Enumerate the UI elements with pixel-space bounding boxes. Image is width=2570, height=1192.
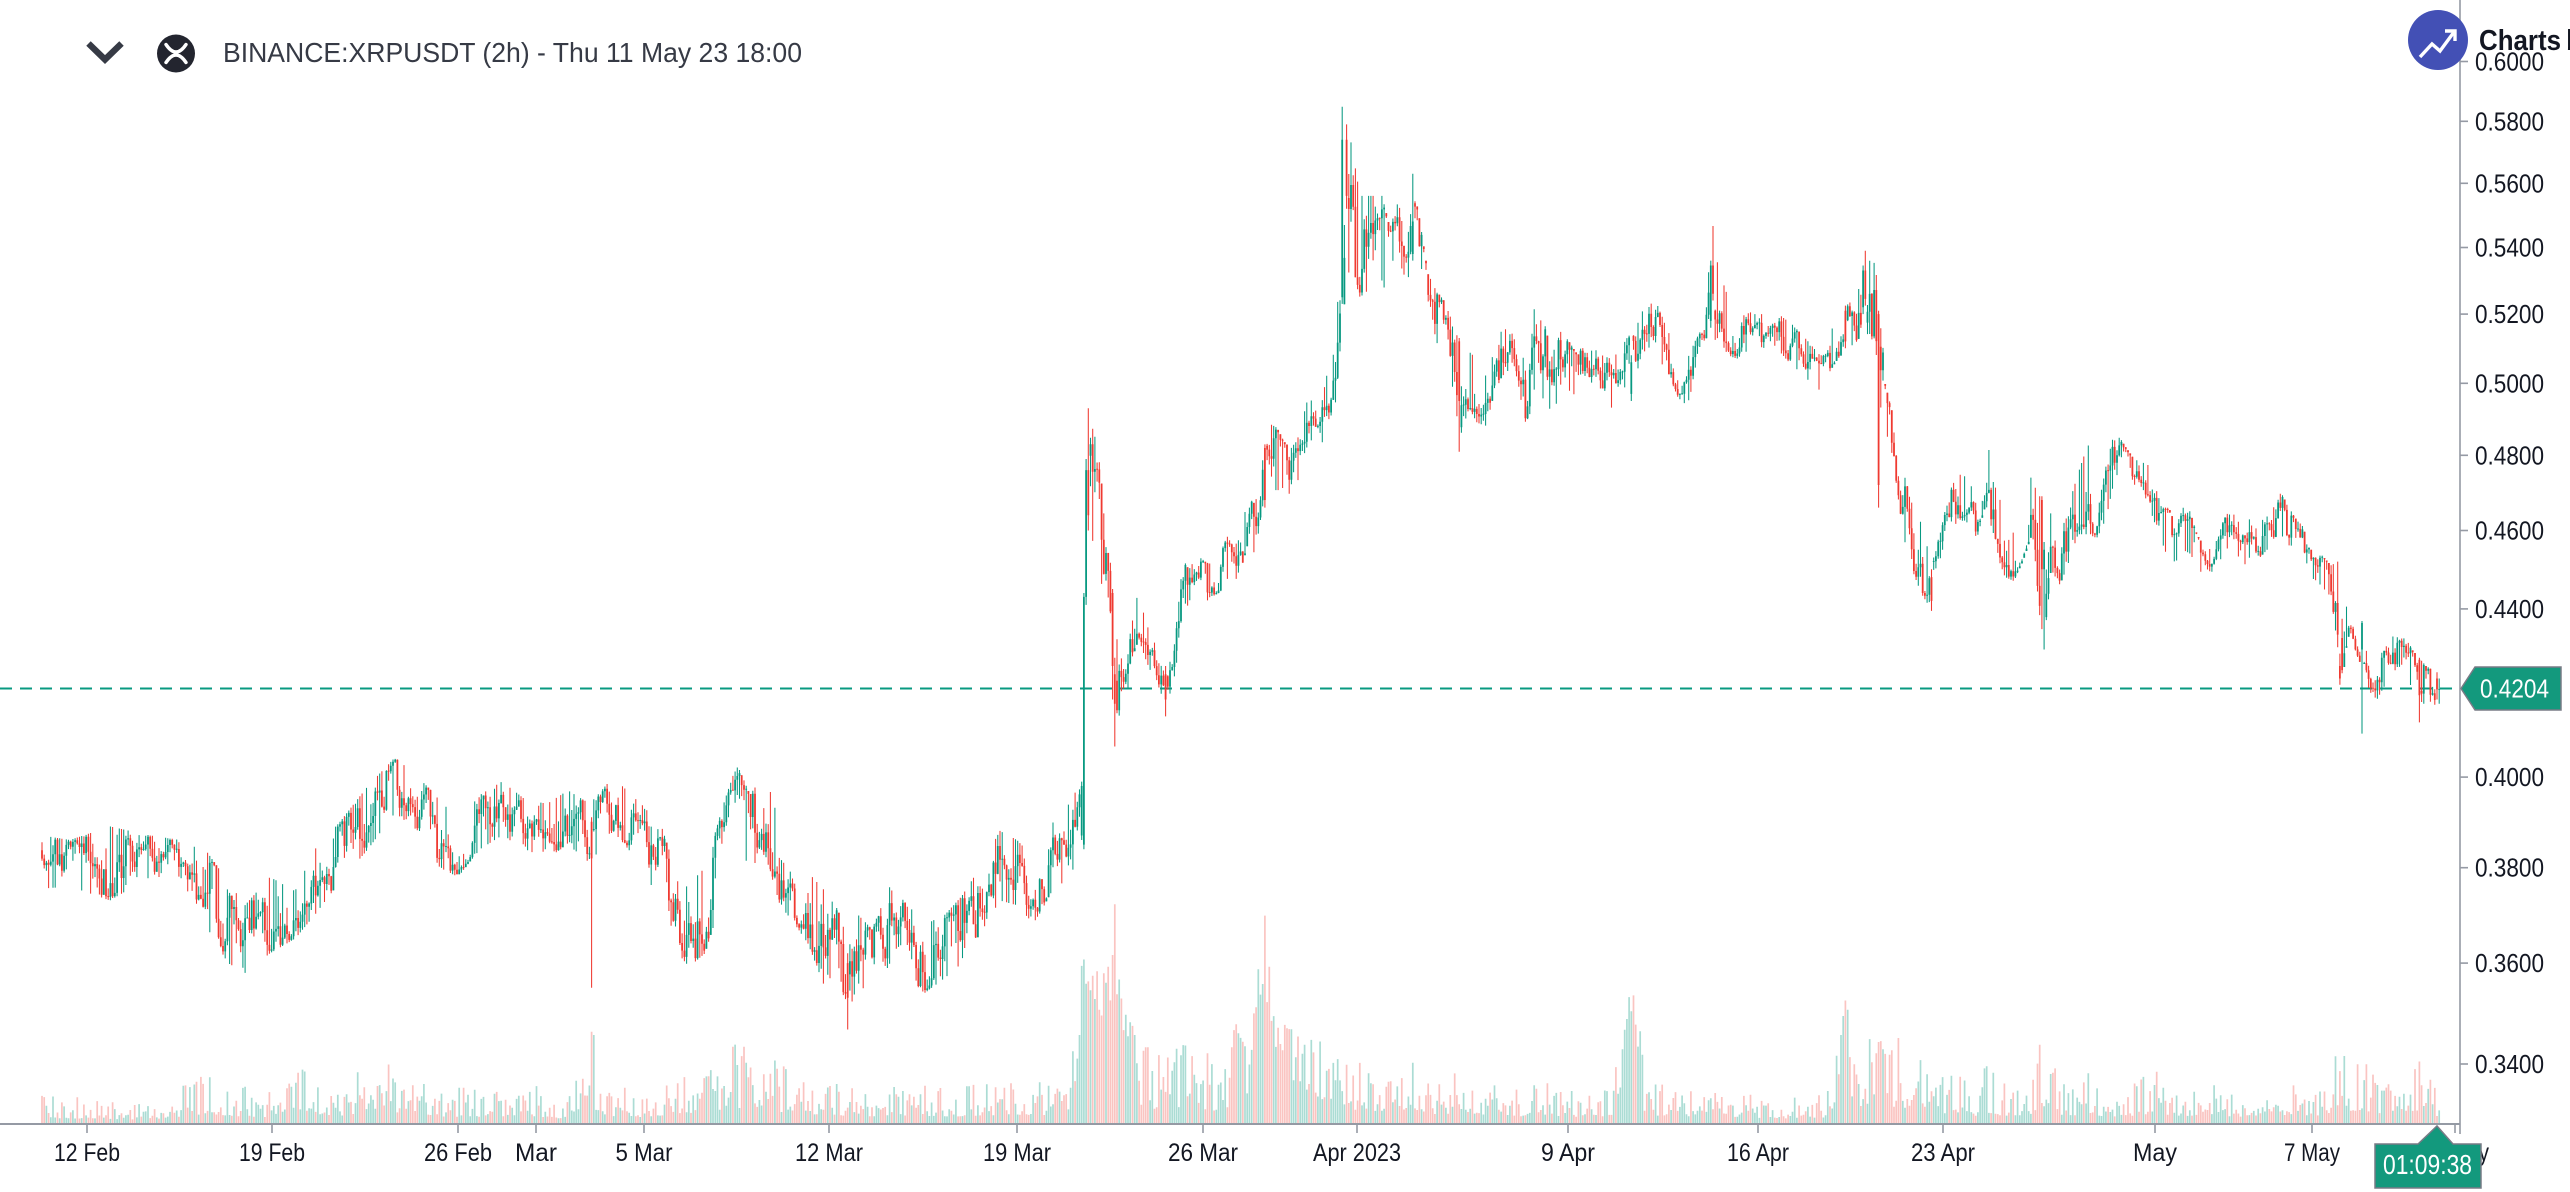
svg-text:23 Apr: 23 Apr	[1911, 1139, 1975, 1167]
svg-text:0.6000: 0.6000	[2475, 47, 2544, 77]
svg-text:0.5800: 0.5800	[2475, 106, 2544, 136]
svg-text:0.5200: 0.5200	[2475, 299, 2544, 329]
svg-text:0.4204: 0.4204	[2480, 674, 2549, 704]
svg-text:12 Mar: 12 Mar	[795, 1139, 863, 1167]
svg-text:Charts: Charts	[2479, 25, 2561, 57]
svg-text:0.4600: 0.4600	[2475, 516, 2544, 546]
svg-text:19 Feb: 19 Feb	[239, 1139, 305, 1167]
svg-text:12 Feb: 12 Feb	[54, 1139, 120, 1167]
svg-text:01:09:38: 01:09:38	[2383, 1149, 2472, 1180]
svg-text:7 May: 7 May	[2284, 1139, 2340, 1167]
svg-text:0.5600: 0.5600	[2475, 168, 2544, 198]
svg-text:19 Mar: 19 Mar	[983, 1139, 1051, 1167]
svg-text:16 Apr: 16 Apr	[1727, 1139, 1789, 1167]
svg-text:0.3800: 0.3800	[2475, 853, 2544, 883]
svg-text:0.3600: 0.3600	[2475, 948, 2544, 978]
svg-text:0.5400: 0.5400	[2475, 233, 2544, 263]
svg-text:0.4800: 0.4800	[2475, 440, 2544, 470]
svg-text:by: by	[2566, 25, 2570, 57]
svg-text:9 Apr: 9 Apr	[1541, 1139, 1595, 1167]
svg-text:5 Mar: 5 Mar	[616, 1139, 673, 1167]
svg-text:0.4400: 0.4400	[2475, 594, 2544, 624]
svg-text:BINANCE:XRPUSDT (2h) - Thu 11: BINANCE:XRPUSDT (2h) - Thu 11 May 23 18:…	[223, 37, 802, 68]
svg-text:26 Feb: 26 Feb	[424, 1139, 492, 1167]
svg-text:Mar: Mar	[515, 1139, 557, 1167]
svg-text:0.4000: 0.4000	[2475, 762, 2544, 792]
svg-text:26 Mar: 26 Mar	[1168, 1139, 1238, 1167]
svg-text:Apr 2023: Apr 2023	[1313, 1139, 1401, 1167]
svg-text:0.5000: 0.5000	[2475, 368, 2544, 398]
svg-text:0.3400: 0.3400	[2475, 1049, 2544, 1079]
svg-text:May: May	[2133, 1139, 2177, 1167]
